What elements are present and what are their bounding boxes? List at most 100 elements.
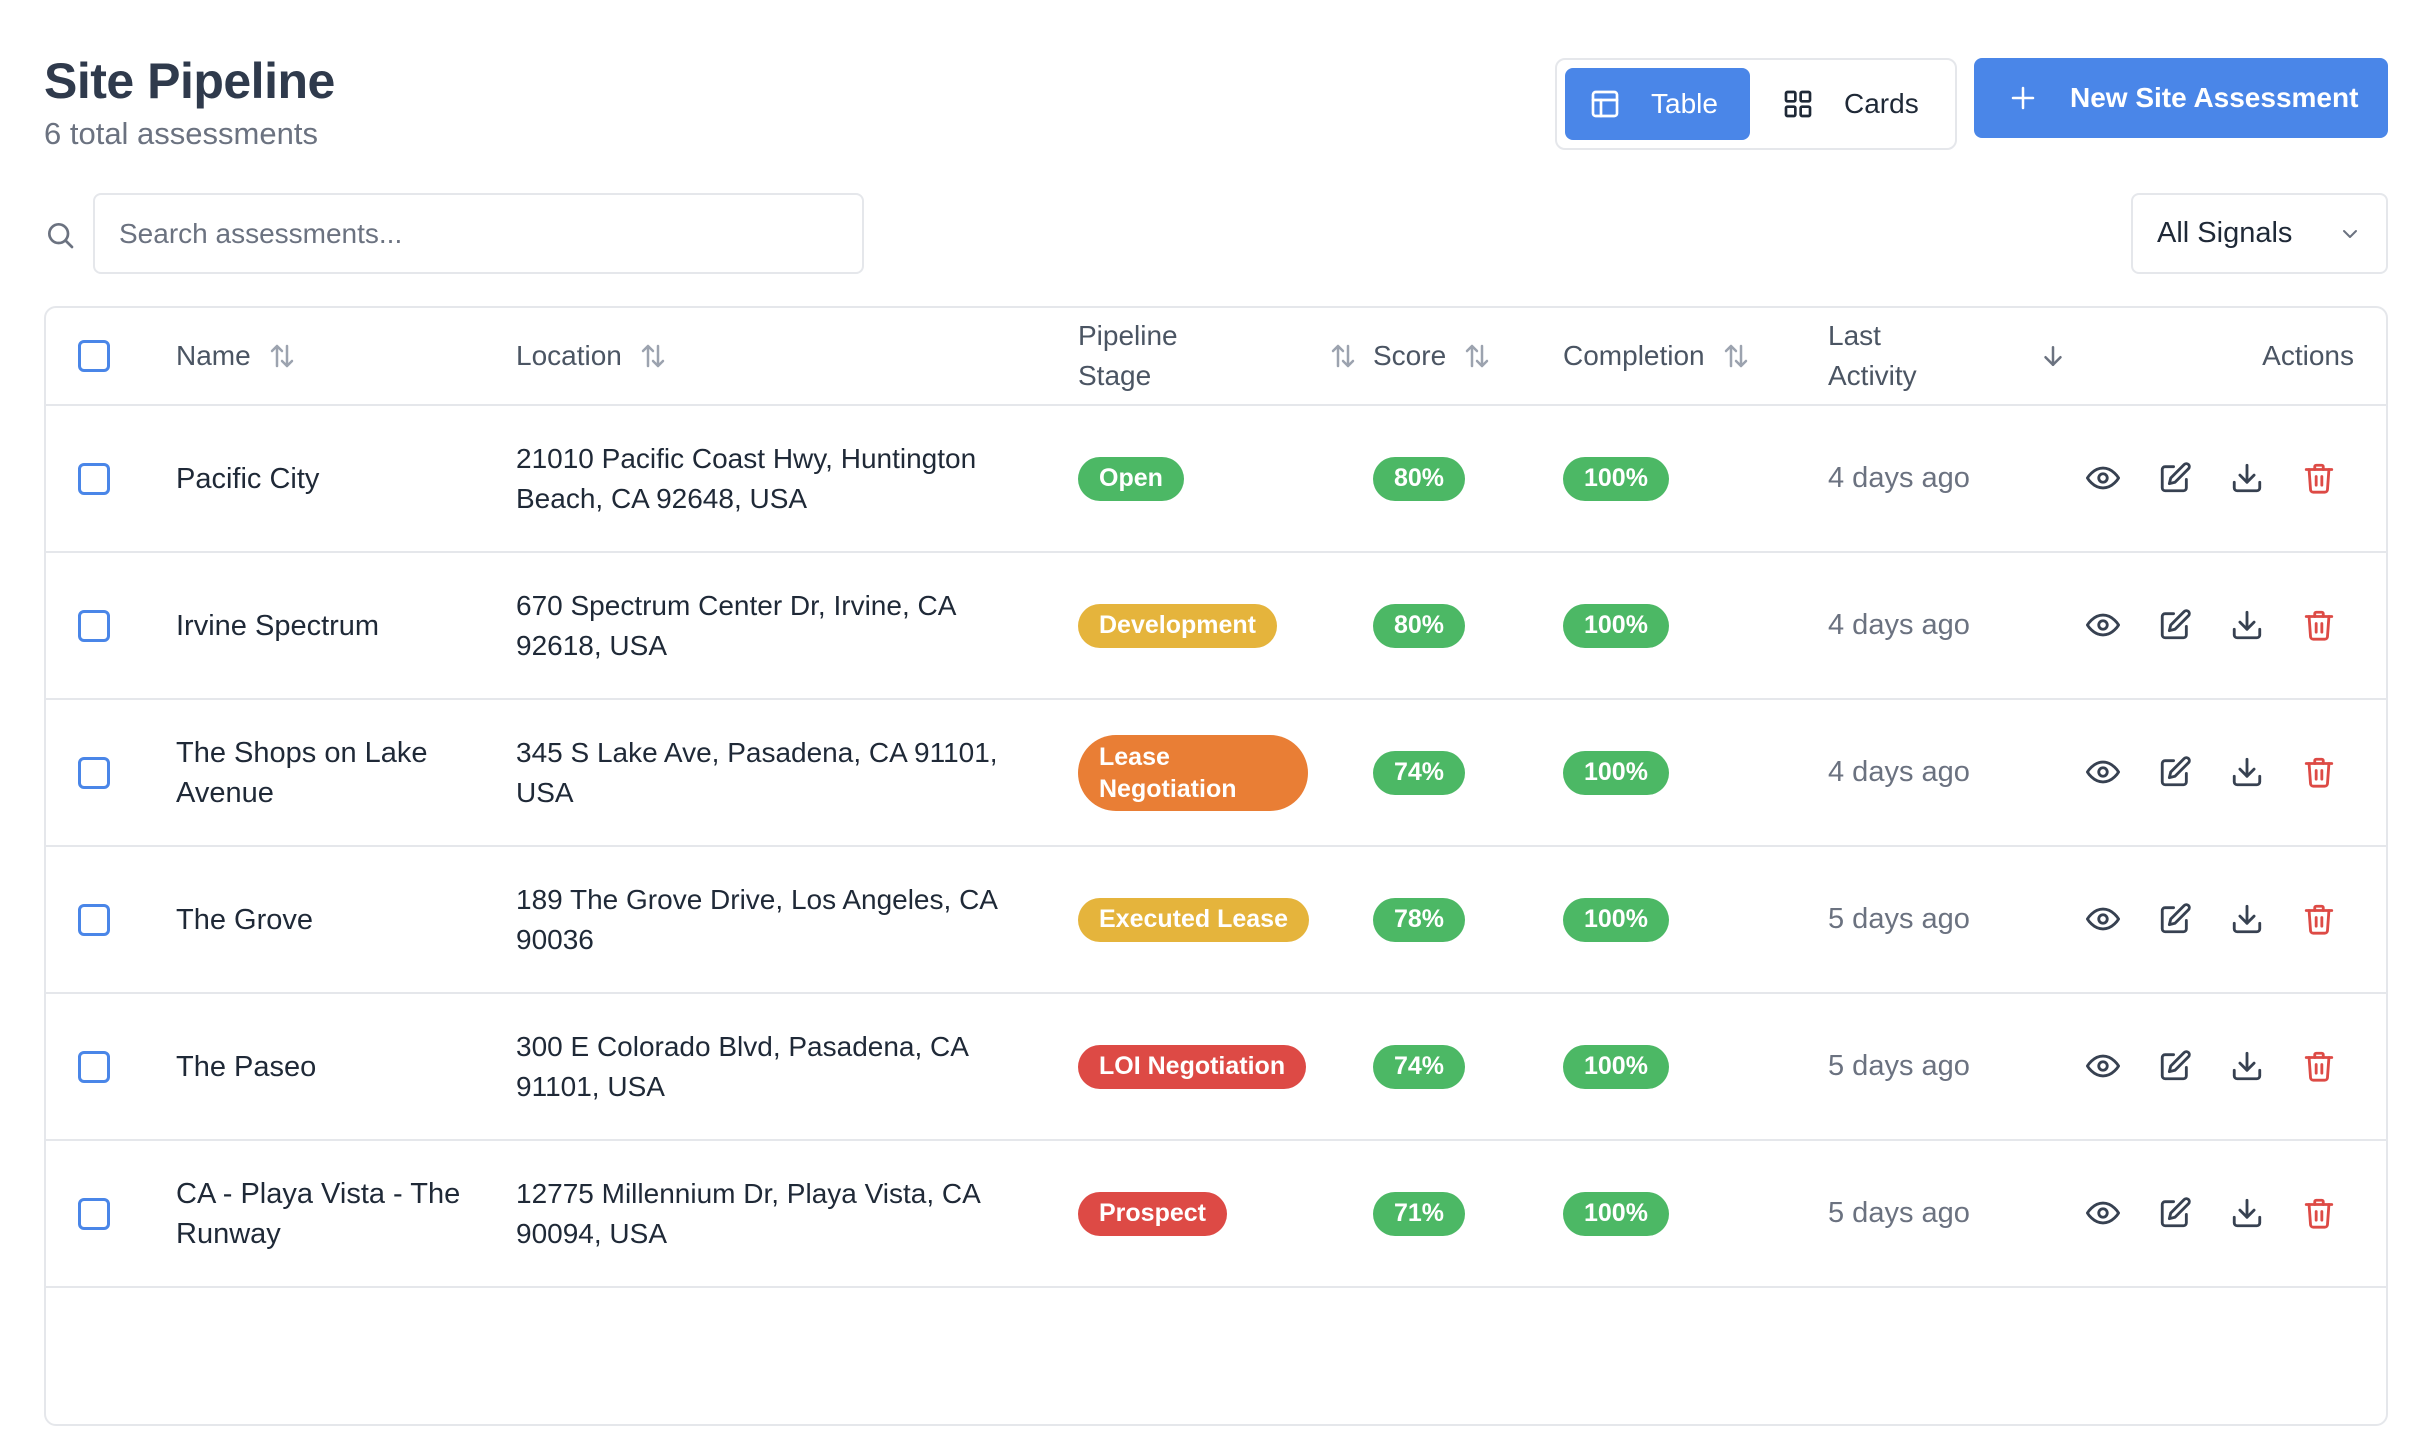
stage-cell: Prospect bbox=[1078, 1141, 1227, 1286]
column-header-name[interactable]: Name bbox=[176, 308, 297, 404]
table-row: Irvine Spectrum 670 Spectrum Center Dr, … bbox=[46, 553, 2386, 700]
download-icon[interactable] bbox=[2230, 902, 2264, 936]
eye-icon[interactable] bbox=[2086, 1049, 2120, 1083]
location-cell: 12775 Millennium Dr, Playa Vista, CA 900… bbox=[516, 1141, 1036, 1286]
name-cell: CA - Playa Vista - The Runway bbox=[176, 1141, 466, 1286]
trash-icon[interactable] bbox=[2302, 1196, 2336, 1230]
edit-icon[interactable] bbox=[2158, 755, 2192, 789]
site-name[interactable]: The Shops on Lake Avenue bbox=[176, 736, 428, 809]
edit-icon[interactable] bbox=[2158, 1196, 2192, 1230]
edit-icon[interactable] bbox=[2158, 1049, 2192, 1083]
stage-cell: LOI Negotiation bbox=[1078, 994, 1307, 1139]
edit-icon[interactable] bbox=[2158, 608, 2192, 642]
signal-filter-select[interactable]: All Signals bbox=[2131, 193, 2388, 274]
sort-icon bbox=[270, 344, 293, 368]
score-cell: 74% bbox=[1373, 700, 1466, 845]
new-site-assessment-label: New Site Assessment bbox=[2070, 82, 2359, 113]
cards-view-label: Cards bbox=[1844, 88, 1919, 119]
trash-icon[interactable] bbox=[2302, 608, 2336, 642]
edit-icon[interactable] bbox=[2158, 902, 2192, 936]
site-name[interactable]: CA - Playa Vista - The Runway bbox=[176, 1177, 461, 1250]
completion-cell: 100% bbox=[1563, 1141, 1669, 1286]
cards-view-button[interactable]: Cards bbox=[1758, 68, 1943, 140]
stage-badge: Open bbox=[1078, 456, 1184, 501]
completion-cell: 100% bbox=[1563, 553, 1669, 698]
last-activity: 5 days ago bbox=[1828, 903, 1970, 935]
score-cell: 80% bbox=[1373, 406, 1466, 551]
score-cell: 78% bbox=[1373, 847, 1466, 992]
row-checkbox[interactable] bbox=[78, 903, 110, 936]
site-name[interactable]: The Grove bbox=[176, 903, 313, 936]
name-cell: Irvine Spectrum bbox=[176, 553, 466, 698]
table-view-button[interactable]: Table bbox=[1565, 68, 1750, 140]
trash-icon[interactable] bbox=[2302, 755, 2336, 789]
completion-badge: 100% bbox=[1563, 603, 1669, 648]
site-name[interactable]: The Paseo bbox=[176, 1050, 317, 1083]
download-icon[interactable] bbox=[2230, 608, 2264, 642]
eye-icon[interactable] bbox=[2086, 902, 2120, 936]
location-cell: 189 The Grove Drive, Los Angeles, CA 900… bbox=[516, 847, 1036, 992]
last-activity-cell: 5 days ago bbox=[1828, 847, 1970, 992]
sort-icon bbox=[1331, 344, 1355, 368]
site-name[interactable]: Irvine Spectrum bbox=[176, 609, 380, 642]
site-name[interactable]: Pacific City bbox=[176, 462, 320, 495]
column-header-completion[interactable]: Completion bbox=[1563, 308, 1751, 404]
eye-icon[interactable] bbox=[2086, 608, 2120, 642]
row-checkbox[interactable] bbox=[78, 756, 110, 789]
row-select-cell bbox=[78, 700, 110, 845]
location-cell: 670 Spectrum Center Dr, Irvine, CA 92618… bbox=[516, 553, 1036, 698]
new-site-assessment-button[interactable]: New Site Assessment bbox=[1974, 58, 2388, 138]
score-badge: 80% bbox=[1373, 603, 1466, 648]
assessments-table: Name Location Pipeline Stage Score Compl… bbox=[44, 306, 2388, 1426]
row-checkbox[interactable] bbox=[78, 609, 110, 642]
stage-badge: LOI Negotiation bbox=[1078, 1044, 1307, 1089]
name-cell: The Shops on Lake Avenue bbox=[176, 700, 466, 845]
download-icon[interactable] bbox=[2230, 1049, 2264, 1083]
row-select-cell bbox=[78, 847, 110, 992]
view-toggle: Table Cards bbox=[1555, 58, 1957, 150]
table-icon bbox=[1591, 90, 1619, 118]
edit-icon[interactable] bbox=[2158, 461, 2192, 495]
sort-icon bbox=[1465, 344, 1489, 368]
column-header-score[interactable]: Score bbox=[1373, 308, 1492, 404]
search-input[interactable] bbox=[93, 193, 864, 274]
site-location: 300 E Colorado Blvd, Pasadena, CA 91101,… bbox=[516, 1030, 968, 1102]
plus-icon bbox=[2011, 86, 2035, 110]
eye-icon[interactable] bbox=[2086, 755, 2120, 789]
score-badge: 74% bbox=[1373, 750, 1466, 795]
select-all-checkbox[interactable] bbox=[78, 340, 110, 372]
chevron-down-icon bbox=[2343, 229, 2357, 238]
grid-icon bbox=[1784, 90, 1812, 118]
completion-badge: 100% bbox=[1563, 1191, 1669, 1236]
completion-cell: 100% bbox=[1563, 700, 1669, 845]
row-checkbox[interactable] bbox=[78, 462, 110, 495]
site-location: 670 Spectrum Center Dr, Irvine, CA 92618… bbox=[516, 589, 955, 661]
arrow-down-icon bbox=[2044, 346, 2062, 366]
site-location: 21010 Pacific Coast Hwy, Huntington Beac… bbox=[516, 442, 977, 514]
last-activity-cell: 5 days ago bbox=[1828, 1141, 1970, 1286]
row-select-cell bbox=[78, 553, 110, 698]
column-score-label: Score bbox=[1373, 340, 1447, 371]
row-checkbox[interactable] bbox=[78, 1050, 110, 1083]
completion-cell: 100% bbox=[1563, 406, 1669, 551]
download-icon[interactable] bbox=[2230, 461, 2264, 495]
row-checkbox[interactable] bbox=[78, 1197, 110, 1230]
trash-icon[interactable] bbox=[2302, 1049, 2336, 1083]
eye-icon[interactable] bbox=[2086, 461, 2120, 495]
select-all-cell bbox=[78, 308, 110, 404]
stage-cell: Executed Lease bbox=[1078, 847, 1309, 992]
score-cell: 80% bbox=[1373, 553, 1466, 698]
trash-icon[interactable] bbox=[2302, 461, 2336, 495]
search-icon bbox=[44, 219, 76, 251]
sort-icon bbox=[1724, 344, 1747, 368]
column-header-stage[interactable]: Pipeline Stage bbox=[1078, 308, 1358, 404]
download-icon[interactable] bbox=[2230, 755, 2264, 789]
column-header-location[interactable]: Location bbox=[516, 308, 668, 404]
download-icon[interactable] bbox=[2230, 1196, 2264, 1230]
completion-badge: 100% bbox=[1563, 1044, 1669, 1089]
eye-icon[interactable] bbox=[2086, 1196, 2120, 1230]
column-header-last-activity[interactable]: Last Activity bbox=[1828, 308, 2068, 404]
completion-badge: 100% bbox=[1563, 750, 1669, 795]
trash-icon[interactable] bbox=[2302, 902, 2336, 936]
score-cell: 74% bbox=[1373, 994, 1466, 1139]
